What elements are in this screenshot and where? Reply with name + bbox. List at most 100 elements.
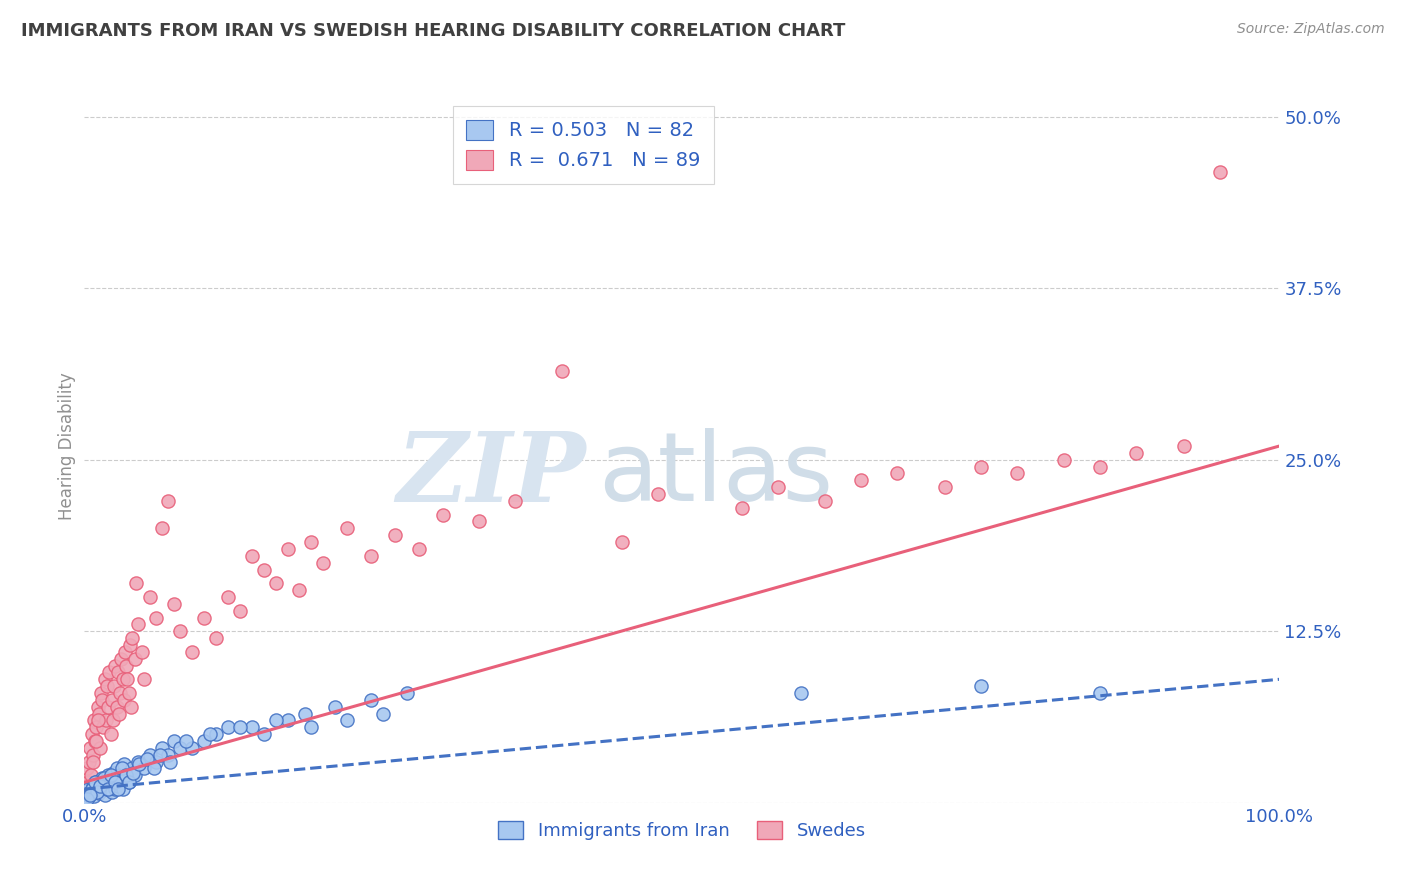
Point <box>135 752 157 766</box>
Point <box>181 645 204 659</box>
Point <box>84 775 107 789</box>
Point <box>139 747 162 762</box>
Point <box>288 583 311 598</box>
Point <box>77 782 100 797</box>
Point <box>118 775 141 789</box>
Point <box>145 610 167 624</box>
Point <box>325 699 347 714</box>
Point <box>86 775 108 789</box>
Point <box>117 775 139 789</box>
Point <box>104 775 127 789</box>
Text: ZIP: ZIP <box>396 427 586 522</box>
Point <box>217 590 239 604</box>
Point <box>90 783 112 797</box>
Point <box>612 535 634 549</box>
Point <box>970 679 993 693</box>
Point <box>101 714 124 728</box>
Point <box>87 786 110 800</box>
Point <box>93 771 115 785</box>
Point <box>132 762 156 776</box>
Point <box>79 785 101 799</box>
Point <box>107 782 129 797</box>
Point <box>373 706 395 721</box>
Point <box>198 727 221 741</box>
Point <box>790 686 813 700</box>
Point <box>124 651 146 665</box>
Point <box>98 778 121 792</box>
Point <box>103 775 125 789</box>
Point <box>157 747 180 762</box>
Point <box>82 747 104 762</box>
Point <box>169 624 191 639</box>
Point <box>108 771 131 785</box>
Point <box>1090 459 1112 474</box>
Point <box>128 757 150 772</box>
Point <box>97 768 120 782</box>
Point <box>115 658 138 673</box>
Point <box>1005 467 1028 481</box>
Point <box>91 693 114 707</box>
Point <box>277 541 299 556</box>
Point <box>84 734 107 748</box>
Point <box>142 762 165 776</box>
Point <box>384 528 406 542</box>
Point <box>112 693 135 707</box>
Point <box>101 693 124 707</box>
Point <box>127 617 149 632</box>
Point <box>122 765 145 780</box>
Point <box>79 740 101 755</box>
Point <box>94 775 117 789</box>
Point <box>294 706 316 721</box>
Point <box>77 789 100 803</box>
Point <box>253 562 276 576</box>
Point <box>193 734 215 748</box>
Point <box>408 541 430 556</box>
Point <box>89 780 111 794</box>
Point <box>217 720 239 734</box>
Point <box>121 631 143 645</box>
Point <box>96 782 118 797</box>
Point <box>110 651 132 665</box>
Point <box>76 762 98 776</box>
Point <box>1173 439 1195 453</box>
Point <box>101 765 124 780</box>
Y-axis label: Hearing Disability: Hearing Disability <box>58 372 76 520</box>
Text: atlas: atlas <box>599 428 834 521</box>
Point <box>139 590 162 604</box>
Point <box>503 494 526 508</box>
Point <box>101 785 124 799</box>
Point <box>193 610 215 624</box>
Point <box>77 775 100 789</box>
Point <box>89 740 111 755</box>
Point <box>163 734 186 748</box>
Legend: Immigrants from Iran, Swedes: Immigrants from Iran, Swedes <box>491 814 873 847</box>
Point <box>93 673 115 687</box>
Point <box>89 778 111 792</box>
Point <box>814 494 837 508</box>
Point <box>766 480 789 494</box>
Point <box>82 780 104 794</box>
Point <box>114 645 136 659</box>
Point <box>84 734 107 748</box>
Point <box>90 686 112 700</box>
Point <box>336 521 359 535</box>
Point <box>93 788 115 802</box>
Point <box>86 699 108 714</box>
Point <box>934 480 956 494</box>
Point <box>127 755 149 769</box>
Point <box>1053 452 1076 467</box>
Point <box>1209 164 1232 178</box>
Point <box>264 714 287 728</box>
Point <box>312 556 335 570</box>
Point <box>103 679 125 693</box>
Point <box>150 521 173 535</box>
Point <box>264 576 287 591</box>
Point <box>97 699 120 714</box>
Point <box>83 789 105 803</box>
Point <box>120 699 142 714</box>
Point <box>132 673 156 687</box>
Point <box>970 459 993 474</box>
Point <box>98 665 121 680</box>
Point <box>229 720 252 734</box>
Point <box>100 771 122 785</box>
